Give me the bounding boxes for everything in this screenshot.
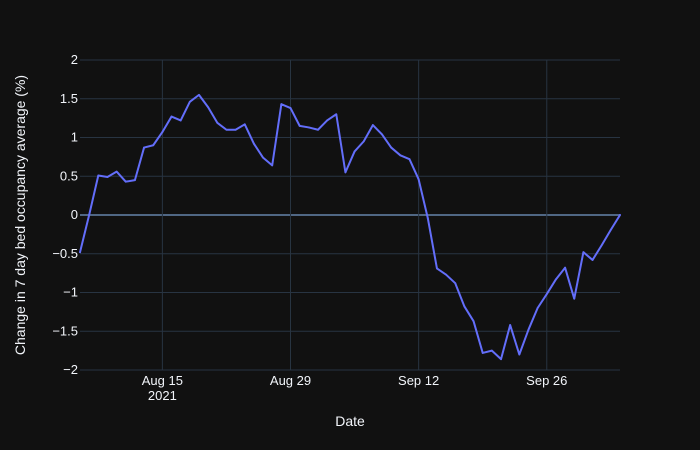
data-point: [527, 328, 530, 331]
data-point: [143, 146, 145, 149]
data-point: [179, 119, 182, 122]
x-tick-sublabel: 2021: [148, 388, 177, 403]
x-tick-label: Aug 29: [270, 373, 311, 388]
x-tick-label: Sep 26: [526, 373, 567, 388]
y-tick-labels: −2 −1.5 −1 −0.5 0 0.5 1 1.5 2: [52, 52, 78, 377]
y-tick-label: 2: [71, 52, 78, 67]
y-tick-label: 1: [71, 130, 78, 145]
data-point: [509, 324, 512, 326]
data-point: [463, 305, 466, 308]
y-tick-label: 0.5: [60, 168, 78, 183]
x-tick-label: Aug 15: [142, 373, 183, 388]
data-point: [381, 133, 383, 136]
data-point: [188, 100, 191, 103]
y-tick-label: −0.5: [52, 246, 78, 261]
data-point: [545, 293, 548, 295]
data-point: [298, 124, 301, 127]
data-point: [445, 273, 447, 276]
data-point: [280, 103, 283, 106]
data-point: [253, 142, 255, 145]
data-point: [289, 107, 292, 109]
data-point: [353, 150, 356, 153]
y-tick-label: 0: [71, 207, 78, 222]
data-point: [262, 156, 264, 159]
y-tick-label: −1: [63, 285, 78, 300]
data-point: [243, 123, 246, 126]
data-point: [115, 170, 118, 173]
data-point: [97, 174, 100, 177]
y-tick-label: 1.5: [60, 91, 78, 106]
data-point: [198, 93, 200, 96]
data-point: [271, 164, 274, 167]
data-point: [161, 131, 164, 133]
data-point: [124, 180, 127, 183]
data-point: [582, 251, 585, 254]
data-point: [619, 214, 621, 216]
data-point: [536, 307, 539, 309]
data-point: [216, 121, 219, 124]
data-point: [417, 178, 420, 181]
data-point: [564, 266, 566, 269]
data-point: [344, 171, 347, 174]
data-point: [234, 128, 237, 131]
data-point: [362, 140, 365, 143]
data-point: [399, 154, 402, 157]
data-point: [472, 320, 475, 323]
data-point: [555, 278, 557, 281]
data-point: [371, 124, 374, 126]
data-point: [317, 128, 319, 131]
data-point: [134, 179, 136, 182]
data-point: [225, 128, 228, 131]
data-point: [170, 115, 173, 118]
data-point: [490, 349, 493, 352]
x-tick-label: Sep 12: [398, 373, 439, 388]
data-point: [390, 146, 393, 149]
gridlines: [80, 59, 620, 371]
x-axis-title: Date: [335, 413, 365, 429]
data-point: [609, 228, 612, 231]
data-point: [152, 144, 155, 147]
data-point: [106, 176, 109, 178]
y-tick-label: −2: [63, 362, 78, 377]
series-layer: [79, 93, 621, 361]
series-line: [79, 93, 621, 361]
data-point: [518, 353, 521, 356]
y-axis-title: Change in 7 day bed occupancy average (%…: [12, 75, 28, 355]
data-point: [326, 119, 329, 122]
data-point: [481, 352, 484, 354]
data-point: [600, 244, 603, 247]
y-tick-label: −1.5: [52, 323, 78, 338]
data-point: [79, 251, 81, 254]
data-point: [436, 267, 438, 270]
data-point: [454, 282, 457, 285]
data-point: [207, 106, 210, 109]
data-point: [335, 113, 338, 116]
data-point: [408, 158, 411, 161]
data-point: [573, 297, 576, 300]
data-point: [500, 358, 502, 361]
data-point: [307, 126, 310, 129]
data-point: [591, 259, 594, 261]
data-point: [426, 217, 429, 220]
data-point: [88, 214, 91, 216]
